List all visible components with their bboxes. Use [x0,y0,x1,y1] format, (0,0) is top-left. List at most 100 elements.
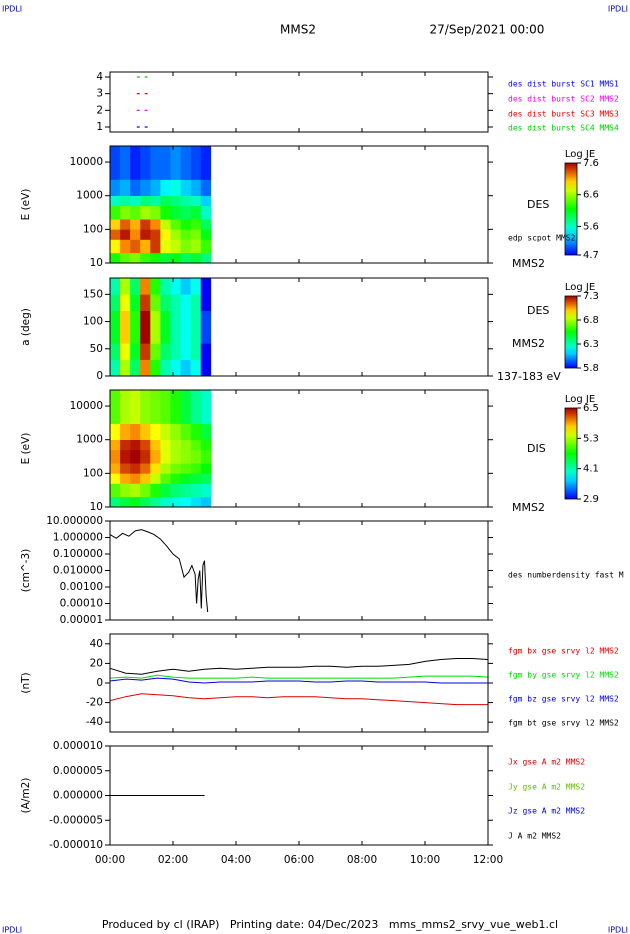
colorbar-tick-label: 2.9 [583,494,599,505]
y-tick-label: 0 [96,370,103,382]
heatmap-cell [180,473,191,484]
heatmap-cell [120,496,131,508]
heatmap-cell [160,449,171,464]
heatmap-cell [160,463,171,474]
heatmap-cell [150,278,161,295]
heatmap-cell [160,229,171,240]
heatmap-cell [180,146,191,180]
heatmap-cell [120,310,131,328]
heatmap-cell [200,229,212,240]
heatmap-cell [120,439,131,451]
heatmap-cell [150,310,161,328]
heatmap-cell [130,390,141,424]
heatmap-cell [140,205,151,220]
heatmap-cell [180,496,191,508]
y-tick-label: 40 [90,638,103,650]
legend-label: fgm bt gse srvy l2 MMS2 [508,719,619,728]
heatmap-cell [200,252,212,264]
heatmap-cell [140,278,151,295]
heatmap-cell [180,219,191,230]
heatmap-cell [190,195,202,207]
y-tick-label: 0.000000 [53,790,103,802]
heatmap-cell [160,359,171,377]
heatmap-cell [170,449,181,464]
y-axis-label: (nT) [20,672,32,693]
heatmap-cell [160,343,171,360]
heatmap-cell [120,449,131,464]
heatmap-cell [160,179,171,197]
y-tick-label: 100 [83,223,103,235]
heatmap-cell [190,205,202,220]
heatmap-cell [150,483,161,498]
colorbar-tick-label: 5.8 [583,363,599,374]
heatmap-cell [170,179,181,197]
plot-frame [109,633,489,733]
heatmap-cell [170,278,181,295]
heatmap-cell [140,219,151,230]
heatmap-cell [160,473,171,484]
heatmap-cell [130,310,141,328]
heatmap-cell [200,219,212,230]
y-tick-label: 1000 [76,434,103,446]
heatmap-cell [200,496,212,508]
heatmap-cell [180,439,191,451]
colorbar-title: Log JE [565,394,595,405]
heatmap-cell [130,239,141,254]
heatmap-cell [120,229,131,240]
heatmap-cell [170,229,181,240]
heatmap-cell [180,252,191,264]
heatmap-cell [150,219,161,230]
heatmap-cell [200,343,212,360]
y-axis-label: a (deg) [20,308,32,346]
heatmap-cell [200,294,212,311]
heatmap-cell [190,463,202,474]
y-tick-label: 1 [96,121,103,133]
heatmap-cell [190,359,202,377]
heatmap-cell [160,252,171,264]
colorbar-tick-label: 6.8 [583,315,599,326]
x-tick-label: 04:00 [221,854,251,866]
heatmap-cell [200,195,212,207]
heatmap-cell [170,146,181,180]
heatmap-cell [140,310,151,328]
data-line [109,529,209,613]
heatmap-cell [160,278,171,295]
colorbar [564,295,578,369]
panel-label: MMS2 [512,337,545,350]
x-tick-label: 02:00 [158,854,188,866]
y-tick-label: 100 [83,467,103,479]
heatmap-cell [140,359,151,377]
heatmap-cell [130,294,141,311]
heatmap-cell [160,146,171,180]
heatmap-cell [110,390,121,424]
heatmap-cell [140,343,151,360]
heatmap-cell [120,473,131,484]
heatmap-cell [140,496,151,508]
legend-label: fgm bx gse srvy l2 MMS2 [508,647,619,656]
y-tick-label: 20 [90,657,103,669]
heatmap-cell [110,359,121,377]
heatmap-cell [140,390,151,424]
date: 27/Sep/2021 00:00 [430,23,545,37]
heatmap-cell [160,483,171,498]
heatmap-cell [180,239,191,254]
heatmap-cell [110,146,121,180]
x-tick-label: 12:00 [473,854,503,866]
heatmap-cell [130,219,141,230]
colorbar-tick-label: 7.3 [583,291,599,302]
heatmap-cell [150,343,161,360]
y-tick-label: 100 [83,316,103,328]
y-tick-label: 2 [96,104,103,116]
heatmap-cell [130,423,141,441]
heatmap-cell [130,463,141,474]
y-tick-label: 10 [90,501,103,513]
heatmap-cell [180,343,191,360]
heatmap-cell [120,343,131,360]
heatmap-cell [110,278,121,295]
heatmap-cell [170,294,181,311]
y-tick-label: 1000 [76,190,103,202]
heatmap-cell [180,449,191,464]
heatmap-cell [190,483,202,498]
y-tick-label: -0.000005 [49,814,103,826]
plot-frame [109,520,489,621]
